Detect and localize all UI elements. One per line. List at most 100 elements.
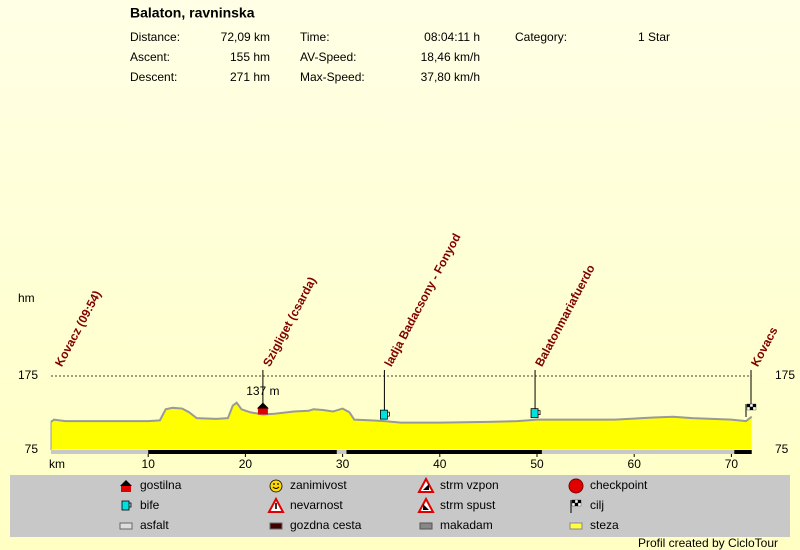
stat-value: 72,09 km	[221, 30, 270, 44]
legend-label: asfalt	[140, 518, 169, 532]
legend-label: gostilna	[140, 478, 182, 492]
x-tick-label: 40	[433, 457, 447, 471]
poi-label: Balatonmariafuerdo	[532, 262, 598, 369]
icon-part	[749, 403, 754, 408]
profile-line	[50, 401, 753, 424]
icon-part	[256, 402, 269, 409]
x-tick-label: 60	[628, 457, 642, 471]
icon-part	[257, 408, 268, 415]
stat-value: 08:04:11 h	[424, 30, 480, 44]
icon-part	[746, 403, 751, 408]
stat-label: Descent:	[130, 70, 177, 84]
stat-label: Time:	[300, 30, 330, 44]
stat-value: 155 hm	[230, 50, 270, 64]
legend-item: gozdna cesta	[269, 518, 362, 532]
legend-item: zanimivost	[269, 478, 347, 493]
legend-item: bife	[121, 498, 160, 512]
stat-value: 271 hm	[230, 70, 270, 84]
icon-part	[746, 406, 751, 411]
icon-part	[749, 406, 754, 411]
surface-segment	[734, 450, 752, 454]
icon-part	[538, 410, 541, 416]
x-axis-label: km	[49, 457, 65, 471]
stat-label: Category:	[515, 30, 567, 44]
icon-part	[273, 483, 275, 485]
legend-label: strm vzpon	[440, 478, 499, 492]
surface-segment	[346, 450, 542, 454]
x-tick-label: 20	[239, 457, 253, 471]
legend-item: strm vzpon	[417, 476, 499, 493]
legend-label: bife	[140, 498, 160, 512]
poi-icon	[745, 403, 757, 417]
legend-item: cilj	[570, 498, 604, 513]
y-tick-label: 175	[775, 368, 795, 382]
surface-segment	[148, 450, 337, 454]
icon-part	[752, 406, 757, 411]
poi-icon	[256, 402, 269, 415]
poi-label: ladja Badacsony - Fonyod	[381, 231, 463, 369]
stat-value: 18,46 km/h	[421, 50, 480, 64]
icon-part	[379, 409, 388, 420]
stat-label: Distance:	[130, 30, 180, 44]
icon-part	[121, 486, 131, 492]
legend-label: gozdna cesta	[290, 518, 362, 532]
stat-value: 37,80 km/h	[421, 70, 480, 84]
icon-part	[571, 499, 576, 504]
legend-item: steza	[569, 518, 619, 532]
icon-part	[275, 503, 277, 509]
legend-item: strm spust	[417, 496, 496, 513]
x-tick-label: 30	[336, 457, 350, 471]
poi-icon	[530, 408, 541, 419]
icon-part	[121, 500, 130, 511]
legend-label: steza	[590, 518, 619, 532]
legend-label: zanimivost	[290, 478, 347, 492]
icon-part	[423, 484, 429, 490]
poi-icon	[379, 409, 390, 420]
stat-label: AV-Speed:	[300, 50, 356, 64]
title: Balaton, ravninska	[130, 5, 255, 21]
icon-part	[530, 408, 539, 419]
legend-label: makadam	[440, 518, 493, 532]
legend-box	[10, 475, 790, 537]
icon-part	[577, 502, 582, 507]
legend-label: strm spust	[440, 498, 496, 512]
legend-item: checkpoint	[568, 478, 648, 494]
icon-part	[577, 499, 582, 504]
icon-part	[574, 502, 579, 507]
stat-label: Ascent:	[130, 50, 170, 64]
y-axis-label: hm	[18, 291, 35, 305]
legend-label: cilj	[590, 498, 604, 512]
y-tick-label: 75	[25, 442, 39, 456]
icon-part	[423, 504, 429, 510]
legend-label: nevarnost	[290, 498, 343, 512]
icon-part	[752, 403, 757, 408]
poi-label: Szigliget (csarda)	[260, 275, 319, 369]
icon-part	[269, 522, 283, 530]
legend-item: makadam	[419, 518, 493, 532]
footer: Profil created by CicloTour	[638, 536, 778, 550]
legend-item: asfalt	[119, 518, 169, 532]
icon-part	[571, 502, 576, 507]
poi-label: Kovacz (09:54)	[52, 288, 104, 369]
profile-area	[51, 402, 752, 449]
icon-part	[119, 522, 133, 530]
y-tick-label: 75	[775, 442, 789, 456]
icon-part	[277, 483, 279, 485]
legend-item: gostilna	[120, 478, 182, 492]
poi-label: Kovacs	[748, 324, 781, 369]
icon-part	[417, 496, 435, 513]
icon-part	[569, 522, 583, 530]
icon-part	[417, 476, 435, 493]
icon-part	[272, 486, 280, 489]
icon-part	[568, 478, 584, 494]
icon-part	[269, 479, 283, 493]
icon-part	[129, 502, 132, 508]
y-tick-label: 175	[18, 368, 38, 382]
x-tick-label: 70	[725, 457, 739, 471]
icon-part	[120, 480, 132, 486]
legend-label: checkpoint	[590, 478, 648, 492]
x-tick-label: 50	[530, 457, 544, 471]
x-tick-label: 10	[142, 457, 156, 471]
icon-part	[419, 522, 433, 530]
